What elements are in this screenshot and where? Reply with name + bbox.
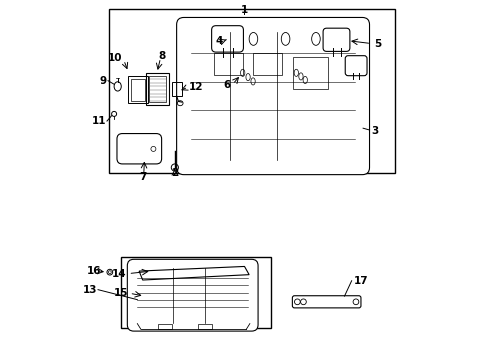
Bar xyxy=(198,324,212,329)
Text: 6: 6 xyxy=(223,80,230,90)
Bar xyxy=(158,324,172,329)
Text: 10: 10 xyxy=(108,53,122,63)
FancyBboxPatch shape xyxy=(292,296,360,308)
Bar xyxy=(131,79,144,101)
Text: 1: 1 xyxy=(241,5,247,15)
FancyBboxPatch shape xyxy=(117,134,162,164)
Text: 7: 7 xyxy=(139,172,146,182)
Bar xyxy=(214,53,242,75)
FancyBboxPatch shape xyxy=(211,26,243,52)
Text: 11: 11 xyxy=(91,116,106,126)
Text: 4: 4 xyxy=(215,36,223,46)
FancyBboxPatch shape xyxy=(127,259,258,331)
FancyBboxPatch shape xyxy=(323,28,349,51)
FancyBboxPatch shape xyxy=(176,18,369,175)
Bar xyxy=(292,57,328,89)
Bar xyxy=(128,76,148,103)
Text: 8: 8 xyxy=(158,51,165,61)
Bar xyxy=(108,9,394,173)
Text: 9: 9 xyxy=(100,76,107,86)
Text: 5: 5 xyxy=(373,39,380,49)
Text: 14: 14 xyxy=(112,269,126,279)
Text: 12: 12 xyxy=(189,82,203,92)
Text: 3: 3 xyxy=(370,126,378,136)
Text: 17: 17 xyxy=(353,276,367,286)
Text: 15: 15 xyxy=(114,288,128,297)
FancyBboxPatch shape xyxy=(345,56,366,76)
Bar xyxy=(121,257,271,328)
Bar xyxy=(172,82,182,96)
Bar xyxy=(149,76,166,102)
Text: 2: 2 xyxy=(171,168,178,178)
Bar xyxy=(253,53,282,75)
Text: 13: 13 xyxy=(82,285,97,295)
Text: 16: 16 xyxy=(86,266,101,276)
Bar xyxy=(146,73,169,105)
